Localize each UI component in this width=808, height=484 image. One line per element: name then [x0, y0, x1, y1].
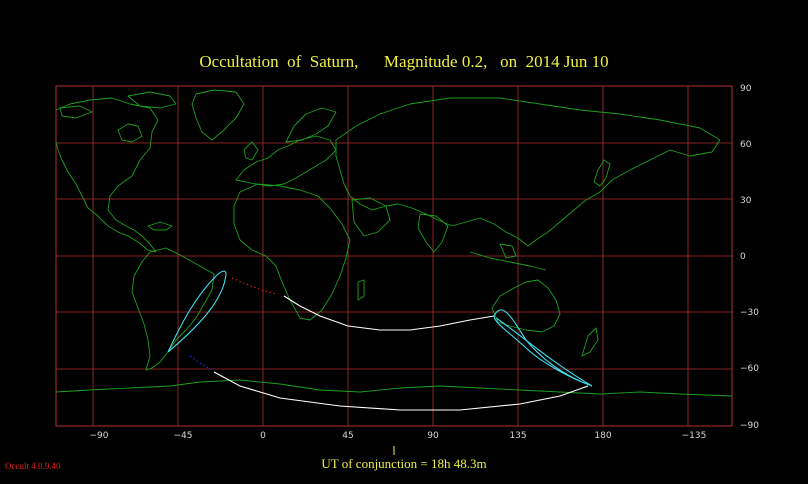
set-limit-curve-outer — [495, 317, 593, 387]
rise-limit-curve — [167, 270, 227, 353]
x-tick-label: 180 — [594, 431, 612, 441]
occultation-paths — [167, 270, 593, 411]
y-tick-label: −60 — [740, 364, 759, 374]
northern-limit-line — [283, 295, 495, 331]
x-tick-label: 135 — [509, 431, 527, 441]
grid-lines — [56, 86, 732, 426]
coast-antarctica — [55, 379, 733, 397]
version-label: Occult 4.0.9.40 — [5, 461, 61, 471]
coast-indonesia — [469, 243, 547, 271]
coast-new-zealand — [581, 327, 599, 357]
coast-europe — [235, 135, 337, 187]
coast-asia — [335, 97, 721, 247]
coast-madagascar — [357, 279, 365, 301]
coast-greenland — [191, 89, 245, 141]
southern-limit-dotted-blue — [189, 355, 213, 371]
y-tick-label: 60 — [740, 140, 752, 150]
set-limit-curve — [493, 309, 593, 387]
coast-scandinavia — [285, 107, 337, 143]
coast-caribbean — [147, 221, 173, 231]
coast-australia — [491, 279, 561, 333]
coast-india — [417, 213, 449, 253]
x-tick-label: 90 — [427, 431, 439, 441]
x-tick-label: 45 — [342, 431, 354, 441]
coast-arctic-islands — [59, 91, 177, 119]
y-tick-label: −90 — [740, 421, 759, 431]
coastlines — [55, 89, 733, 397]
y-tick-label: 90 — [740, 84, 752, 94]
y-tick-label: −30 — [740, 308, 759, 318]
map-title: Occultation of Saturn, Magnitude 0.2, on… — [199, 52, 609, 71]
coast-japan — [593, 159, 611, 187]
northern-limit-dotted-red — [231, 277, 277, 295]
coast-british-isles — [243, 141, 259, 161]
coast-africa — [233, 183, 351, 321]
southern-limit-line — [213, 371, 589, 411]
x-tick-label: −45 — [173, 431, 193, 441]
x-tick-label: −90 — [89, 431, 109, 441]
coast-arabia — [351, 197, 391, 237]
x-tick-label: 0 — [260, 431, 266, 441]
coast-south-america — [131, 247, 215, 371]
y-tick-label: 0 — [740, 252, 746, 262]
coast-hudson — [117, 123, 143, 143]
y-tick-label: 30 — [740, 196, 752, 206]
coast-north-america — [55, 97, 159, 253]
x-tick-label: −135 — [681, 431, 707, 441]
ut-conjunction-label: UT of conjunction = 18h 48.3m — [321, 456, 487, 471]
